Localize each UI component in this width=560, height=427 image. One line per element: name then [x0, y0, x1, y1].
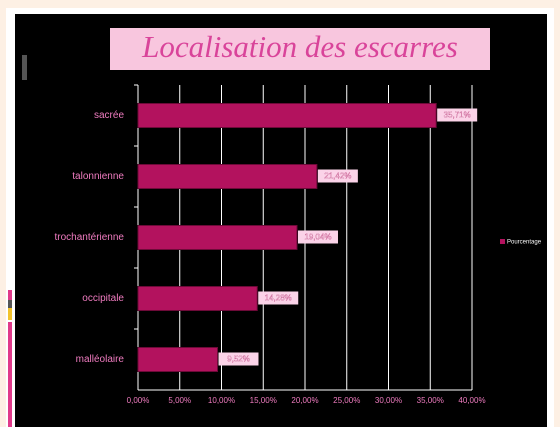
data-label-box [317, 169, 358, 183]
legend-label: Pourcentage [507, 240, 542, 246]
data-label: 9,52% [227, 355, 250, 364]
decoration [8, 308, 12, 320]
x-tick-label: 35,00% [417, 396, 444, 405]
decoration [8, 290, 12, 300]
data-label: 19,04% [304, 233, 331, 242]
bar [137, 164, 318, 189]
bar [137, 286, 258, 311]
decoration [8, 300, 12, 308]
data-label: 21,42% [324, 172, 351, 181]
bar [137, 225, 298, 250]
decoration [8, 322, 12, 427]
chart-area [15, 14, 547, 427]
data-label: 35,71% [444, 111, 471, 120]
bar [137, 103, 437, 128]
data-label-box [297, 230, 338, 244]
x-tick-label: 30,00% [375, 396, 402, 405]
x-tick-label: 25,00% [333, 396, 360, 405]
y-tick-label: talonnienne [72, 171, 124, 182]
chart-title: Localisation des escarres [141, 29, 458, 64]
x-tick-label: 15,00% [250, 396, 277, 405]
x-tick-label: 40,00% [458, 396, 485, 405]
data-label: 14,28% [265, 294, 292, 303]
data-label-box [218, 352, 259, 366]
data-label-box [437, 108, 478, 122]
bar [137, 347, 218, 372]
y-tick-label: sacrée [94, 110, 124, 121]
title-box [110, 28, 490, 70]
decoration [22, 55, 27, 80]
x-tick-label: 0,00% [127, 396, 150, 405]
y-tick-label: trochantérienne [55, 232, 125, 243]
x-tick-label: 20,00% [291, 396, 318, 405]
legend-swatch [500, 239, 505, 244]
y-tick-label: malléolaire [76, 354, 125, 365]
x-tick-label: 5,00% [168, 396, 191, 405]
y-tick-label: occipitale [82, 293, 124, 304]
data-label-box [258, 291, 299, 305]
x-tick-label: 10,00% [208, 396, 235, 405]
